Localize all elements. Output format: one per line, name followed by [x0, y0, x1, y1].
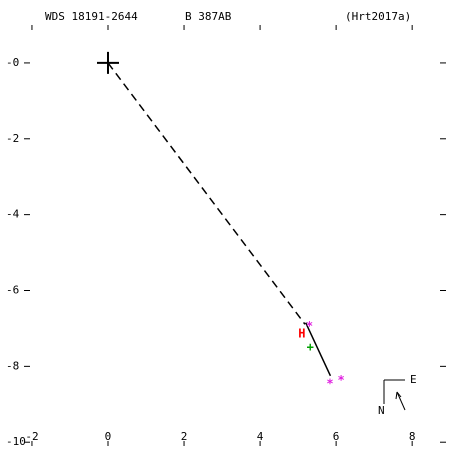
- measure-point: *: [337, 373, 344, 387]
- primary-star: [96, 51, 119, 74]
- compass-arrow: [396, 391, 406, 411]
- x-tick-label: 6: [333, 430, 340, 443]
- compass-arrow-head: [395, 391, 402, 400]
- chart-subtitle: B 387AB: [185, 10, 232, 23]
- x-tick-label: 4: [257, 430, 264, 443]
- y-tick-label: -2: [6, 132, 19, 145]
- x-tick-label: 2: [181, 430, 188, 443]
- y-tick-label: -6: [6, 283, 19, 296]
- y-tick-label: -10: [6, 435, 26, 448]
- y-tick-label: -8: [6, 359, 19, 372]
- x-tick-label: 8: [409, 430, 416, 443]
- compass-east: E: [410, 373, 417, 386]
- compass: E N: [378, 373, 417, 417]
- orbit-line: [305, 322, 332, 377]
- y-tick-label: -0: [6, 56, 19, 69]
- y-tick-label: -4: [6, 208, 20, 221]
- measure-point: H: [298, 327, 305, 341]
- chart-title: WDS 18191-2644: [45, 10, 138, 23]
- compass-north: N: [378, 404, 385, 417]
- x-tick-label: -2: [25, 430, 38, 443]
- measure-point: +: [307, 340, 314, 354]
- measure-point: *: [326, 377, 333, 391]
- reference: (Hrt2017a): [345, 10, 411, 23]
- measure-point: *: [306, 319, 313, 333]
- x-tick-label: 0: [105, 430, 112, 443]
- orbit-line: [107, 62, 306, 325]
